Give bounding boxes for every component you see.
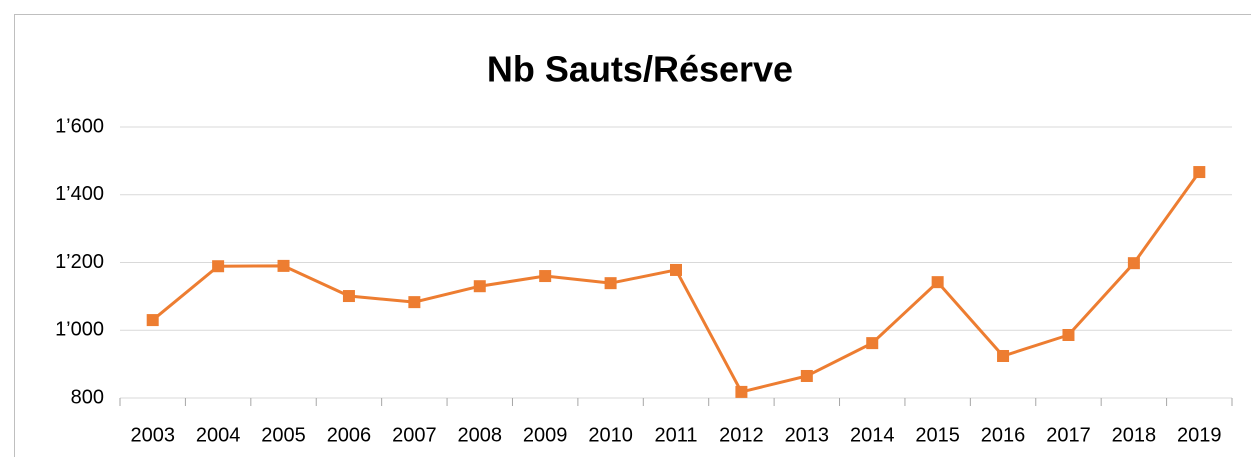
x-tick-label: 2017 (1046, 424, 1091, 446)
marker (473, 280, 486, 293)
marker (539, 270, 552, 283)
x-tick-label: 2012 (719, 424, 764, 446)
x-tick-label: 2014 (850, 424, 895, 446)
marker (146, 314, 159, 327)
chart-title: Nb Sauts/Réserve (487, 49, 793, 90)
marker (800, 369, 813, 382)
x-tick-label: 2019 (1177, 424, 1222, 446)
marker (1193, 166, 1206, 179)
marker (997, 349, 1010, 362)
x-tick-label: 2007 (392, 424, 437, 446)
marker (212, 260, 225, 273)
y-tick-label: 1’400 (55, 183, 104, 205)
x-tick-label: 2018 (1112, 424, 1157, 446)
x-tick-label: 2005 (261, 424, 306, 446)
x-tick-label: 2010 (588, 424, 633, 446)
x-tick-label: 2004 (196, 424, 241, 446)
marker (1062, 328, 1075, 341)
chart-border (14, 14, 1251, 457)
x-tick-label: 2011 (654, 424, 697, 446)
marker (1127, 257, 1140, 270)
marker (408, 296, 421, 309)
x-tick-label: 2009 (523, 424, 568, 446)
y-tick-label: 800 (71, 386, 104, 408)
marker (604, 277, 617, 290)
marker (670, 263, 682, 276)
marker (866, 337, 879, 350)
marker (735, 385, 748, 398)
marker (931, 276, 944, 289)
x-tick-label: 2008 (458, 424, 503, 446)
y-tick-label: 1’200 (55, 251, 104, 273)
x-tick-label: 2015 (915, 424, 960, 446)
x-tick-label: 2013 (785, 424, 830, 446)
marker (342, 290, 355, 303)
marker (277, 259, 290, 272)
x-tick-label: 2006 (327, 424, 372, 446)
y-tick-label: 1’600 (55, 115, 104, 137)
y-tick-label: 1’000 (55, 319, 104, 341)
x-tick-label: 2016 (981, 424, 1026, 446)
series-line (151, 171, 1201, 394)
x-tick-label: 2003 (130, 424, 175, 446)
